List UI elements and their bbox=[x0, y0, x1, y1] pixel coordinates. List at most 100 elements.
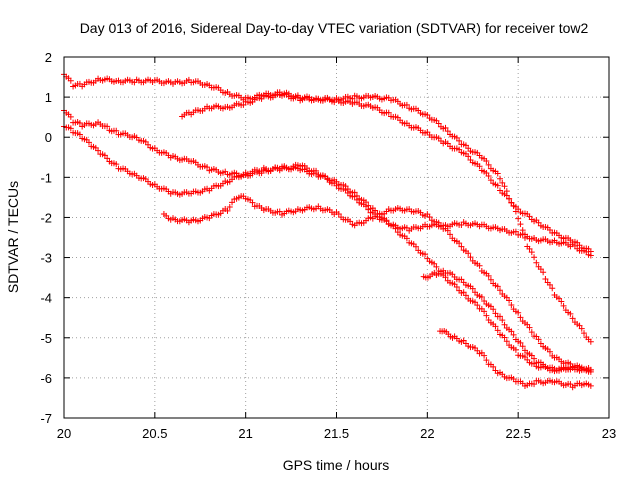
data-point bbox=[542, 275, 549, 282]
data-point bbox=[492, 323, 499, 330]
data-point bbox=[229, 199, 236, 206]
y-axis-label: SDTVAR / TECUs bbox=[5, 181, 21, 293]
data-point bbox=[546, 281, 553, 288]
data-point bbox=[431, 260, 438, 267]
y-tick-label: -4 bbox=[40, 291, 52, 306]
data-point bbox=[104, 123, 111, 130]
data-point bbox=[465, 250, 472, 257]
data-point bbox=[494, 283, 501, 290]
data-point bbox=[435, 120, 442, 127]
data-point bbox=[487, 177, 494, 184]
data-point bbox=[113, 161, 120, 168]
data-point bbox=[535, 336, 542, 343]
data-point bbox=[569, 315, 576, 322]
data-point bbox=[567, 310, 574, 317]
data-point bbox=[501, 334, 508, 341]
data-point bbox=[508, 328, 515, 335]
data-point bbox=[494, 182, 501, 189]
data-point bbox=[481, 352, 488, 359]
data-point bbox=[385, 109, 392, 116]
points-layer bbox=[61, 71, 594, 391]
data-point bbox=[335, 211, 342, 218]
series-s6 bbox=[420, 267, 594, 375]
data-point bbox=[276, 208, 283, 215]
data-point bbox=[95, 147, 102, 154]
data-point bbox=[587, 252, 594, 259]
data-point bbox=[517, 314, 524, 321]
x-tick-label: 21.5 bbox=[324, 426, 349, 441]
y-tick-label: 1 bbox=[45, 90, 52, 105]
data-point bbox=[537, 266, 544, 273]
data-point bbox=[240, 101, 247, 108]
data-point bbox=[485, 161, 492, 168]
data-point bbox=[113, 127, 120, 134]
data-point bbox=[469, 285, 476, 292]
data-point bbox=[519, 343, 526, 350]
data-point bbox=[528, 329, 535, 336]
data-point bbox=[478, 293, 485, 300]
data-point bbox=[67, 125, 74, 132]
data-point bbox=[490, 363, 497, 370]
data-point bbox=[487, 276, 494, 283]
data-point bbox=[506, 297, 513, 304]
data-point bbox=[533, 259, 540, 266]
data-point bbox=[528, 249, 535, 256]
series-s4 bbox=[61, 123, 594, 259]
data-point bbox=[363, 203, 370, 210]
x-tick-label: 20 bbox=[57, 426, 71, 441]
data-point bbox=[313, 167, 320, 174]
data-point bbox=[510, 331, 517, 338]
data-point bbox=[465, 153, 472, 160]
data-point bbox=[433, 263, 440, 270]
data-point bbox=[515, 215, 522, 222]
data-point bbox=[458, 276, 465, 283]
data-point bbox=[347, 218, 354, 225]
data-point bbox=[76, 131, 83, 138]
chart-title: Day 013 of 2016, Sidereal Day-to-day VTE… bbox=[80, 20, 589, 36]
data-point bbox=[540, 269, 547, 276]
data-point bbox=[67, 77, 74, 84]
data-point bbox=[517, 221, 524, 228]
data-point bbox=[483, 312, 490, 319]
ticks-layer: 20 20.5 21 21.5 22 22.5 23 -7 -6 -5 -4 -3 -2 -1 0 1 2 bbox=[40, 50, 616, 441]
data-point bbox=[294, 94, 301, 101]
data-point bbox=[226, 204, 233, 211]
data-point bbox=[506, 195, 513, 202]
data-point bbox=[481, 308, 488, 315]
data-point bbox=[560, 302, 567, 309]
data-point bbox=[403, 101, 410, 108]
y-tick-label: -1 bbox=[40, 170, 52, 185]
data-point bbox=[67, 113, 74, 120]
data-point bbox=[587, 382, 594, 389]
x-tick-label: 22.5 bbox=[506, 426, 531, 441]
data-point bbox=[437, 222, 444, 229]
data-point bbox=[85, 139, 92, 146]
data-point bbox=[483, 158, 490, 165]
data-point bbox=[512, 228, 519, 235]
data-point bbox=[492, 310, 499, 317]
data-point bbox=[490, 306, 497, 313]
data-point bbox=[503, 188, 510, 195]
data-point bbox=[476, 163, 483, 170]
y-tick-label: 2 bbox=[45, 50, 52, 65]
data-point bbox=[474, 302, 481, 309]
data-point bbox=[549, 364, 556, 371]
data-point bbox=[581, 330, 588, 337]
y-tick-label: -3 bbox=[40, 251, 52, 266]
data-point bbox=[224, 207, 231, 214]
data-point bbox=[76, 120, 83, 127]
data-point bbox=[501, 321, 508, 328]
data-point bbox=[578, 325, 585, 332]
data-point bbox=[587, 366, 594, 373]
data-point bbox=[497, 287, 503, 294]
data-point bbox=[531, 355, 538, 362]
x-tick-label: 20.5 bbox=[142, 426, 167, 441]
y-tick-label: -7 bbox=[40, 411, 52, 426]
data-point bbox=[249, 199, 256, 206]
data-point bbox=[453, 284, 460, 291]
data-point bbox=[508, 199, 515, 206]
y-tick-label: -5 bbox=[40, 331, 52, 346]
data-point bbox=[526, 245, 533, 252]
data-point bbox=[546, 227, 553, 234]
